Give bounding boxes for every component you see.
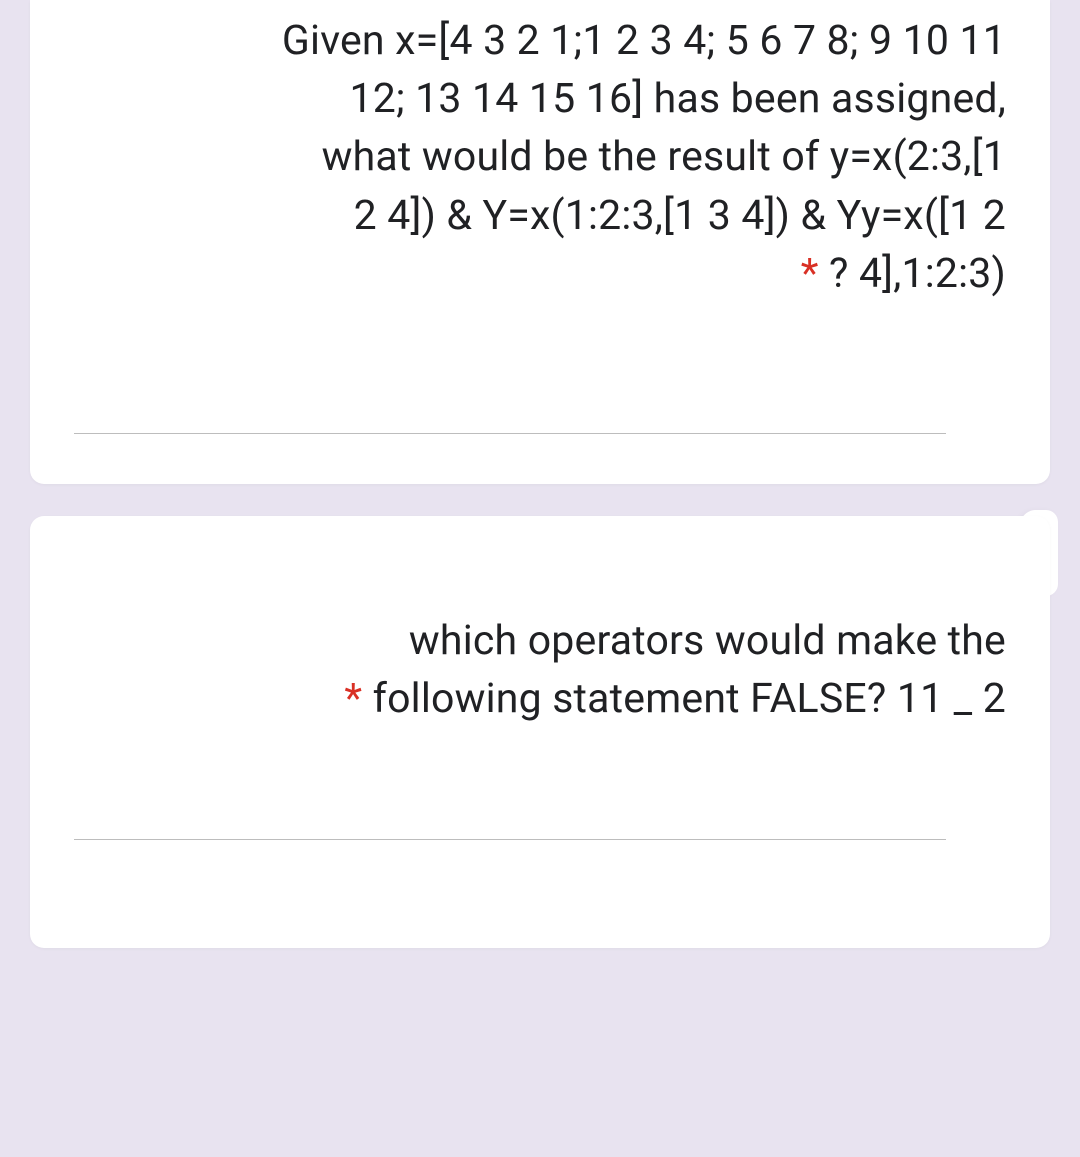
q1-line4: 2 4]) & Y=x(1:2:3,[1 3 4]) & Yy=x([1 2 — [354, 192, 1006, 240]
q1-line1: Given x=[4 3 2 1;1 2 3 4; 5 6 7 8; 9 10 … — [282, 17, 1006, 65]
question-card-2: which operators would make the * followi… — [30, 516, 1050, 948]
answer-input-1[interactable] — [74, 433, 946, 434]
q1-line3: what would be the result of y=x(2:3,[1 — [322, 133, 1006, 181]
question-text-2: which operators would make the * followi… — [74, 612, 1006, 728]
q1-line5: * ? 4],1:2:3) — [801, 250, 1006, 298]
q1-line2: 12; 13 14 15 16] has been assigned, — [349, 75, 1006, 123]
question-text-1: Given x=[4 3 2 1;1 2 3 4; 5 6 7 8; 9 10 … — [74, 12, 1006, 303]
q2-line2: * following statement FALSE? 11 _ 2 — [344, 675, 1006, 723]
answer-input-2[interactable] — [74, 839, 946, 840]
required-asterisk: * — [344, 675, 362, 723]
form-container: Given x=[4 3 2 1;1 2 3 4; 5 6 7 8; 9 10 … — [0, 0, 1080, 948]
required-asterisk: * — [801, 250, 819, 298]
question-card-1: Given x=[4 3 2 1;1 2 3 4; 5 6 7 8; 9 10 … — [30, 0, 1050, 484]
q2-line1: which operators would make the — [409, 617, 1006, 665]
